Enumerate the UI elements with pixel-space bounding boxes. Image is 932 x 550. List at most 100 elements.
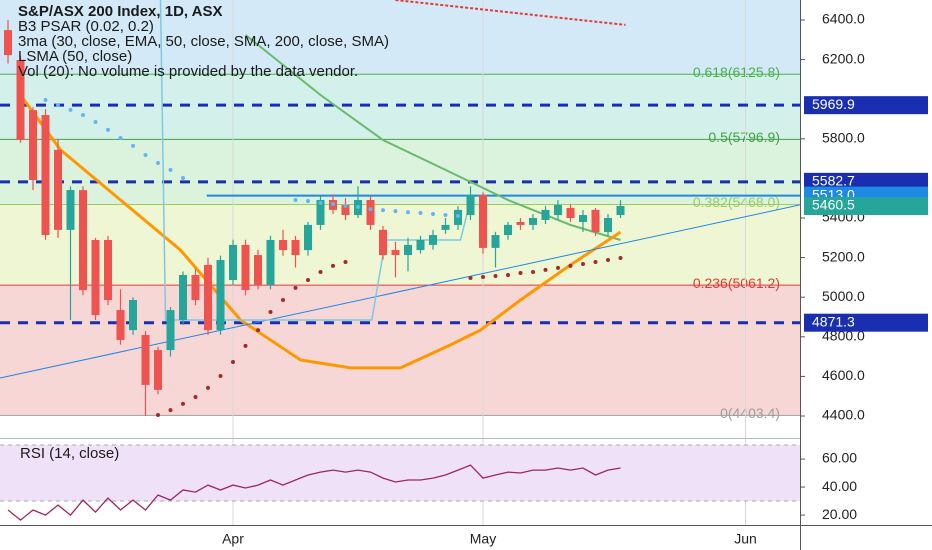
psar-dot: [518, 271, 523, 276]
psar-dot: [293, 285, 298, 290]
psar-dot: [206, 385, 210, 390]
price-box: [804, 197, 928, 216]
psar-dot: [568, 263, 573, 268]
psar-dot: [331, 201, 335, 206]
indicator-line: [244, 34, 621, 241]
psar-dot: [481, 275, 485, 280]
candle-body: [79, 190, 87, 291]
psar-dot: [393, 209, 398, 214]
psar-dot: [93, 119, 98, 124]
rsi-band: [0, 445, 800, 502]
psar-dot: [506, 273, 510, 278]
psar-dot: [406, 210, 410, 215]
psar-dot: [356, 204, 360, 209]
rsi-title: RSI (14, close): [20, 445, 119, 462]
psar-dot: [306, 277, 310, 282]
y-tick-label: 4400.0: [822, 407, 865, 423]
psar-dot: [181, 176, 185, 181]
candle-body: [491, 235, 500, 248]
y-tick-label: 5000.0: [822, 288, 865, 304]
legend-entry: B3 PSAR (0.02, 0.2): [18, 18, 154, 35]
candle-body: [441, 224, 450, 230]
psar-dot: [368, 207, 373, 212]
candle-body: [141, 335, 150, 385]
fib-label: 0.618(6125.8): [693, 64, 780, 80]
psar-dot: [343, 203, 348, 208]
chart-title: S&P/ASX 200 Index, 1D, ASX: [18, 3, 223, 20]
candle-body: [604, 218, 612, 233]
candle-body: [341, 204, 350, 216]
psar-dot: [493, 274, 498, 279]
candle-body: [91, 239, 100, 316]
rsi-line: [7, 464, 621, 521]
price-box: [804, 96, 928, 115]
candle-body: [516, 221, 525, 225]
rsi-tick-label: 20.00: [822, 506, 857, 522]
candle-body: [41, 115, 50, 236]
candle-body: [254, 255, 262, 285]
psar-dot: [256, 328, 260, 333]
candle-body: [391, 250, 400, 256]
indicator-line: [159, 0, 472, 321]
rsi-tick-label: 40.00: [822, 478, 857, 494]
psar-dot: [168, 167, 173, 172]
indicator-line: [0, 204, 800, 379]
candle-body: [154, 350, 162, 390]
candle-body: [179, 275, 187, 320]
psar-dot: [581, 261, 585, 266]
psar-dot: [381, 208, 385, 213]
indicator-line: [395, 0, 626, 26]
candle-body: [191, 275, 200, 300]
psar-dot: [443, 213, 448, 218]
legend-entry: 3ma (30, close, EMA, 50, close, SMA, 200…: [18, 33, 389, 50]
x-tick-label: May: [470, 531, 496, 547]
candle-body: [116, 310, 125, 340]
psar-dot: [306, 198, 310, 203]
x-tick-label: Jun: [734, 531, 757, 547]
psar-dot: [556, 265, 560, 270]
psar-dot: [68, 107, 73, 112]
candle-body: [529, 218, 537, 225]
candle-body: [204, 264, 212, 331]
indicator-line: [19, 94, 622, 370]
psar-dot: [331, 263, 335, 268]
price-box-label: 5460.5: [812, 197, 855, 213]
fib-label: 0.5(5796.9): [708, 129, 780, 145]
psar-dot: [181, 401, 185, 406]
candle-body: [504, 224, 512, 236]
psar-dot: [268, 310, 273, 315]
psar-dot: [106, 127, 110, 132]
psar-dot: [431, 212, 435, 217]
psar-dot: [468, 276, 473, 281]
psar-dot: [543, 267, 548, 272]
psar-dot: [131, 143, 135, 148]
candle-body: [479, 195, 487, 248]
psar-dot: [143, 153, 148, 158]
candle-body: [416, 239, 425, 251]
rsi-tick-label: 60.00: [822, 450, 857, 466]
psar-dot: [418, 211, 423, 216]
psar-dot: [193, 395, 198, 400]
candle-body: [16, 59, 25, 140]
candle-body: [279, 239, 287, 251]
psar-dot: [343, 259, 348, 264]
candle-body: [216, 259, 225, 331]
axis-background: [800, 0, 932, 550]
psar-dot: [456, 214, 460, 219]
candle-body: [29, 110, 37, 180]
candle-body: [166, 310, 175, 351]
price-box-label: 4871.3: [812, 313, 855, 329]
psar-dot: [231, 359, 235, 364]
candle-body: [429, 235, 437, 245]
candle-body: [54, 149, 62, 230]
psar-dot: [43, 97, 48, 102]
x-tick-label: Apr: [222, 531, 244, 547]
psar-dot: [281, 297, 285, 302]
psar-dot: [531, 270, 535, 275]
candle-body: [4, 30, 12, 56]
psar-dot: [81, 113, 85, 118]
candle-body: [579, 215, 587, 222]
fib-label: 0.236(5061.2): [693, 275, 780, 291]
candle-body: [591, 209, 600, 233]
